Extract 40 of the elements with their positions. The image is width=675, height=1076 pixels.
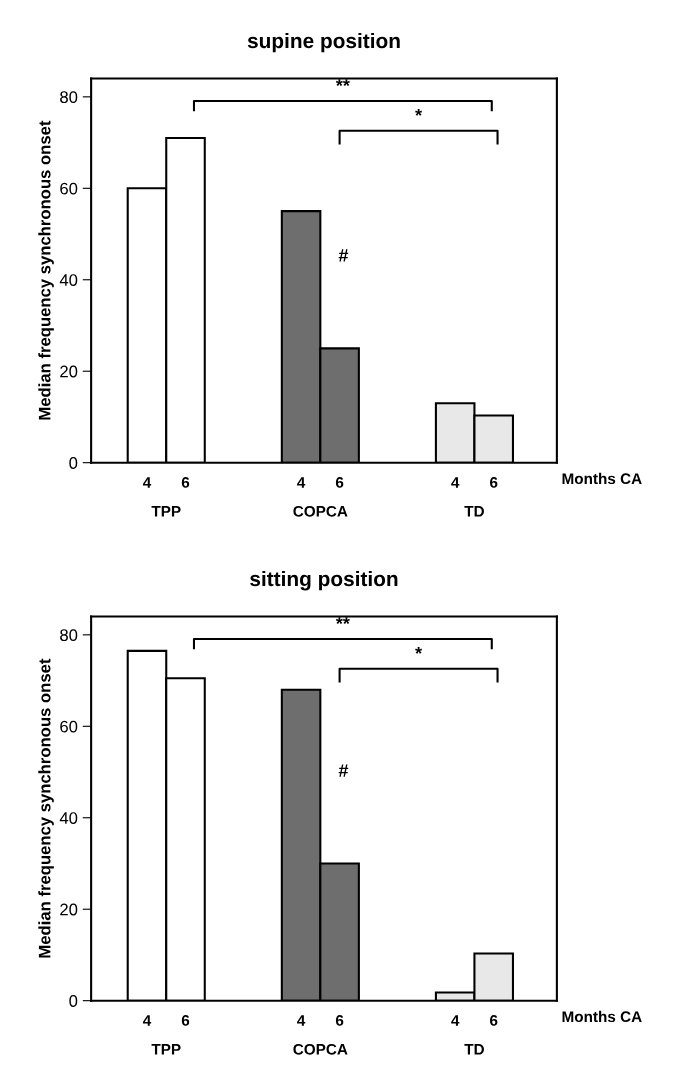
x-tick-label: 6 <box>490 1014 498 1026</box>
annotation: ** <box>335 79 350 87</box>
y-axis-title: Median frequency synchronous onset <box>38 658 54 958</box>
y-tick-label: 20 <box>60 903 78 916</box>
y-tick-label: 0 <box>69 995 78 1007</box>
y-tick-label: 0 <box>69 457 78 469</box>
y-tick-label: 40 <box>59 812 78 824</box>
x-tick-label: 6 <box>490 476 498 488</box>
text: COPCA <box>293 1043 348 1055</box>
annotation: ** <box>335 617 350 625</box>
x-tick-label: 4 <box>451 477 460 488</box>
y-tick-label: 20 <box>60 365 78 378</box>
x-tick-label: 4 <box>142 1015 152 1026</box>
text: COPCA <box>293 505 348 517</box>
y-axis-title: Median frequency synchronous onset <box>38 120 54 420</box>
x-tick-label: 4 <box>297 1015 306 1026</box>
text: TD <box>464 1044 484 1055</box>
x-tick-label: 6 <box>335 1014 344 1026</box>
text: TD <box>464 506 484 517</box>
x-tick-label: 4 <box>451 1015 460 1026</box>
x-axis-title: Months CA <box>562 472 642 485</box>
annotation: # <box>338 764 349 777</box>
text: TPP <box>151 506 181 517</box>
x-tick-label: 6 <box>181 1014 190 1026</box>
chart-title: supine position <box>247 32 400 53</box>
x-tick-label: 6 <box>181 476 190 488</box>
y-tick-label: 40 <box>59 274 78 286</box>
x-tick-label: 6 <box>335 476 344 488</box>
y-tick-label: 80 <box>60 629 78 642</box>
y-tick-label: 60 <box>60 720 78 733</box>
annotation: * <box>415 109 423 116</box>
text: TPP <box>151 1044 181 1055</box>
annotation: # <box>338 249 349 262</box>
y-tick-label: 60 <box>60 182 78 195</box>
x-axis-title: Months CA <box>562 1010 642 1023</box>
chart-title: sitting position <box>250 570 398 591</box>
y-tick-label: 80 <box>60 91 78 104</box>
x-tick-label: 4 <box>142 477 152 488</box>
x-tick-label: 4 <box>297 477 306 488</box>
annotation: * <box>415 647 423 654</box>
